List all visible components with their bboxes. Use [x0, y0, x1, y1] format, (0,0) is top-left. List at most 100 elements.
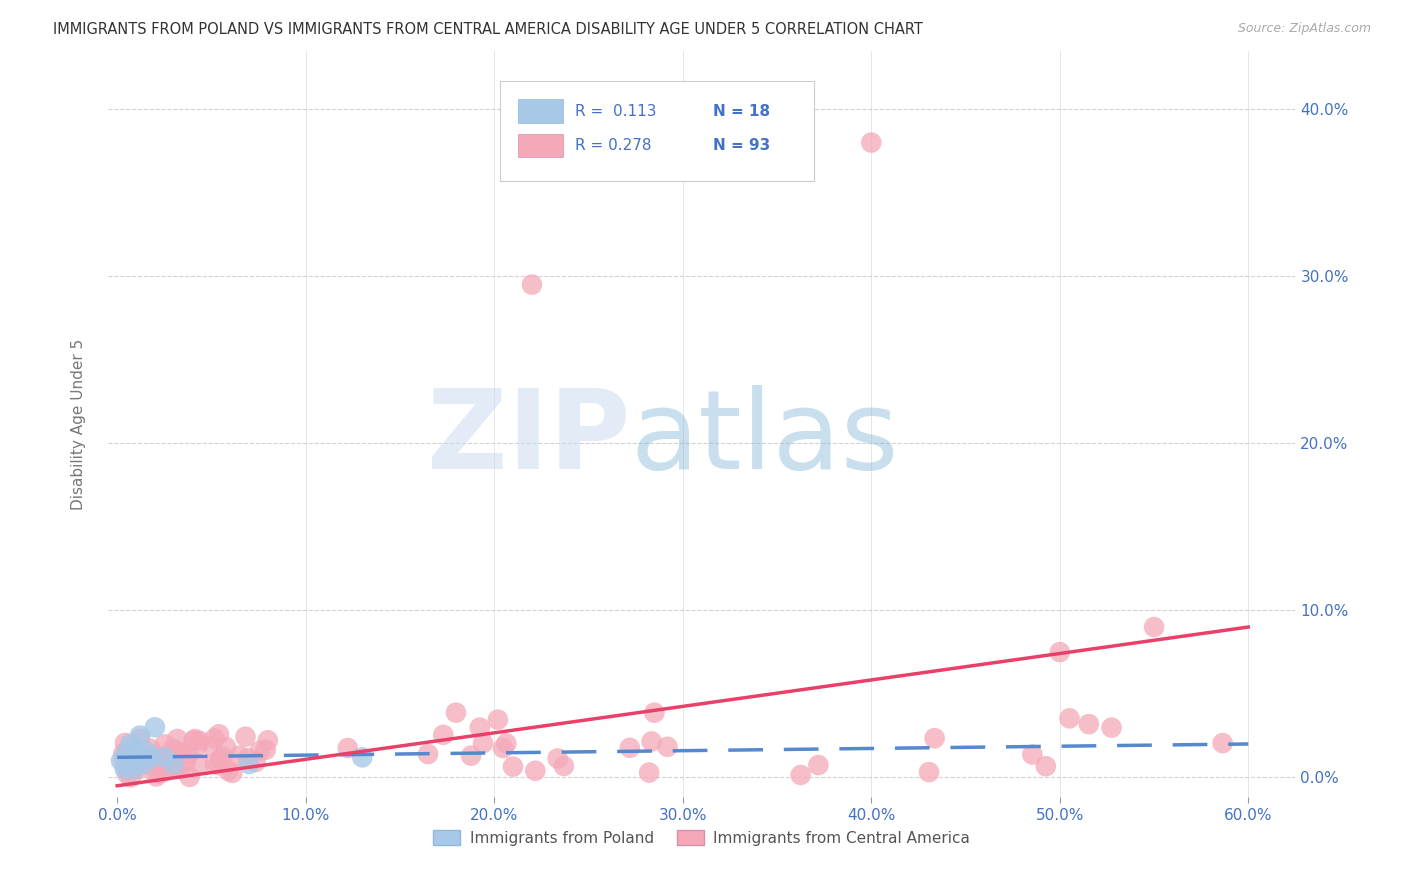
- Point: [460, 748, 482, 763]
- Point: [115, 745, 138, 759]
- Point: [183, 733, 205, 747]
- Point: [112, 747, 135, 761]
- Point: [112, 753, 135, 767]
- Point: [245, 755, 267, 769]
- Point: [122, 762, 145, 776]
- Point: [202, 731, 225, 746]
- Point: [179, 770, 201, 784]
- Point: [125, 740, 148, 755]
- Point: [121, 750, 143, 764]
- Point: [128, 762, 150, 776]
- Point: [139, 741, 162, 756]
- Point: [174, 756, 197, 770]
- Point: [167, 748, 190, 763]
- Point: [860, 136, 883, 150]
- Bar: [517, 134, 562, 158]
- Point: [918, 765, 941, 780]
- Point: [188, 734, 211, 748]
- Y-axis label: Disability Age Under 5: Disability Age Under 5: [72, 338, 86, 509]
- Point: [495, 736, 517, 750]
- Point: [117, 767, 139, 781]
- Point: [643, 706, 665, 720]
- Point: [162, 741, 184, 756]
- Point: [336, 741, 359, 756]
- Point: [520, 277, 543, 292]
- Text: ZIP: ZIP: [427, 385, 630, 492]
- Point: [139, 750, 162, 764]
- Point: [215, 739, 238, 754]
- Point: [211, 749, 233, 764]
- Point: [1059, 711, 1081, 725]
- Point: [638, 765, 661, 780]
- Point: [352, 750, 374, 764]
- Point: [807, 758, 830, 772]
- Point: [468, 721, 491, 735]
- Point: [132, 757, 155, 772]
- Point: [187, 738, 209, 752]
- Point: [553, 759, 575, 773]
- Point: [249, 744, 271, 758]
- Point: [153, 750, 176, 764]
- Point: [188, 757, 211, 772]
- Point: [789, 768, 811, 782]
- Point: [128, 729, 150, 743]
- Text: R = 0.278: R = 0.278: [575, 138, 651, 153]
- Point: [152, 750, 174, 764]
- Point: [135, 756, 157, 771]
- Point: [235, 730, 257, 744]
- Point: [657, 739, 679, 754]
- Point: [728, 136, 751, 150]
- Point: [153, 737, 176, 751]
- Point: [432, 728, 454, 742]
- Point: [136, 745, 159, 759]
- Text: R =  0.113: R = 0.113: [575, 103, 657, 119]
- Point: [110, 754, 132, 768]
- Point: [1143, 620, 1166, 634]
- Text: atlas: atlas: [630, 385, 898, 492]
- Text: Source: ZipAtlas.com: Source: ZipAtlas.com: [1237, 22, 1371, 36]
- Point: [524, 764, 547, 778]
- Point: [184, 732, 207, 747]
- Point: [124, 761, 146, 775]
- Point: [619, 740, 641, 755]
- Point: [129, 731, 152, 746]
- Point: [201, 739, 224, 754]
- Point: [162, 747, 184, 761]
- Legend: Immigrants from Poland, Immigrants from Central America: Immigrants from Poland, Immigrants from …: [433, 830, 970, 846]
- Point: [153, 752, 176, 766]
- Point: [1035, 759, 1057, 773]
- Point: [207, 758, 229, 772]
- Point: [170, 745, 193, 759]
- Point: [117, 757, 139, 772]
- Point: [1077, 717, 1099, 731]
- Text: IMMIGRANTS FROM POLAND VS IMMIGRANTS FROM CENTRAL AMERICA DISABILITY AGE UNDER 5: IMMIGRANTS FROM POLAND VS IMMIGRANTS FRO…: [53, 22, 924, 37]
- Point: [204, 756, 226, 771]
- Text: N = 18: N = 18: [713, 103, 770, 119]
- Point: [502, 759, 524, 773]
- Point: [115, 762, 138, 776]
- Point: [472, 736, 495, 750]
- Point: [1212, 736, 1234, 750]
- Point: [120, 737, 142, 751]
- Point: [416, 747, 439, 761]
- Point: [228, 748, 250, 763]
- Point: [152, 765, 174, 780]
- Point: [166, 731, 188, 746]
- Point: [640, 734, 662, 748]
- Point: [114, 762, 136, 776]
- Point: [492, 741, 515, 756]
- Point: [486, 713, 509, 727]
- Point: [149, 756, 172, 770]
- Point: [148, 766, 170, 780]
- Point: [149, 752, 172, 766]
- Point: [256, 733, 278, 747]
- Point: [208, 727, 231, 741]
- Point: [114, 736, 136, 750]
- Point: [1049, 645, 1071, 659]
- Point: [217, 764, 239, 778]
- Point: [163, 761, 186, 775]
- Point: [143, 720, 166, 734]
- Point: [924, 731, 946, 746]
- Point: [444, 706, 467, 720]
- Point: [209, 752, 232, 766]
